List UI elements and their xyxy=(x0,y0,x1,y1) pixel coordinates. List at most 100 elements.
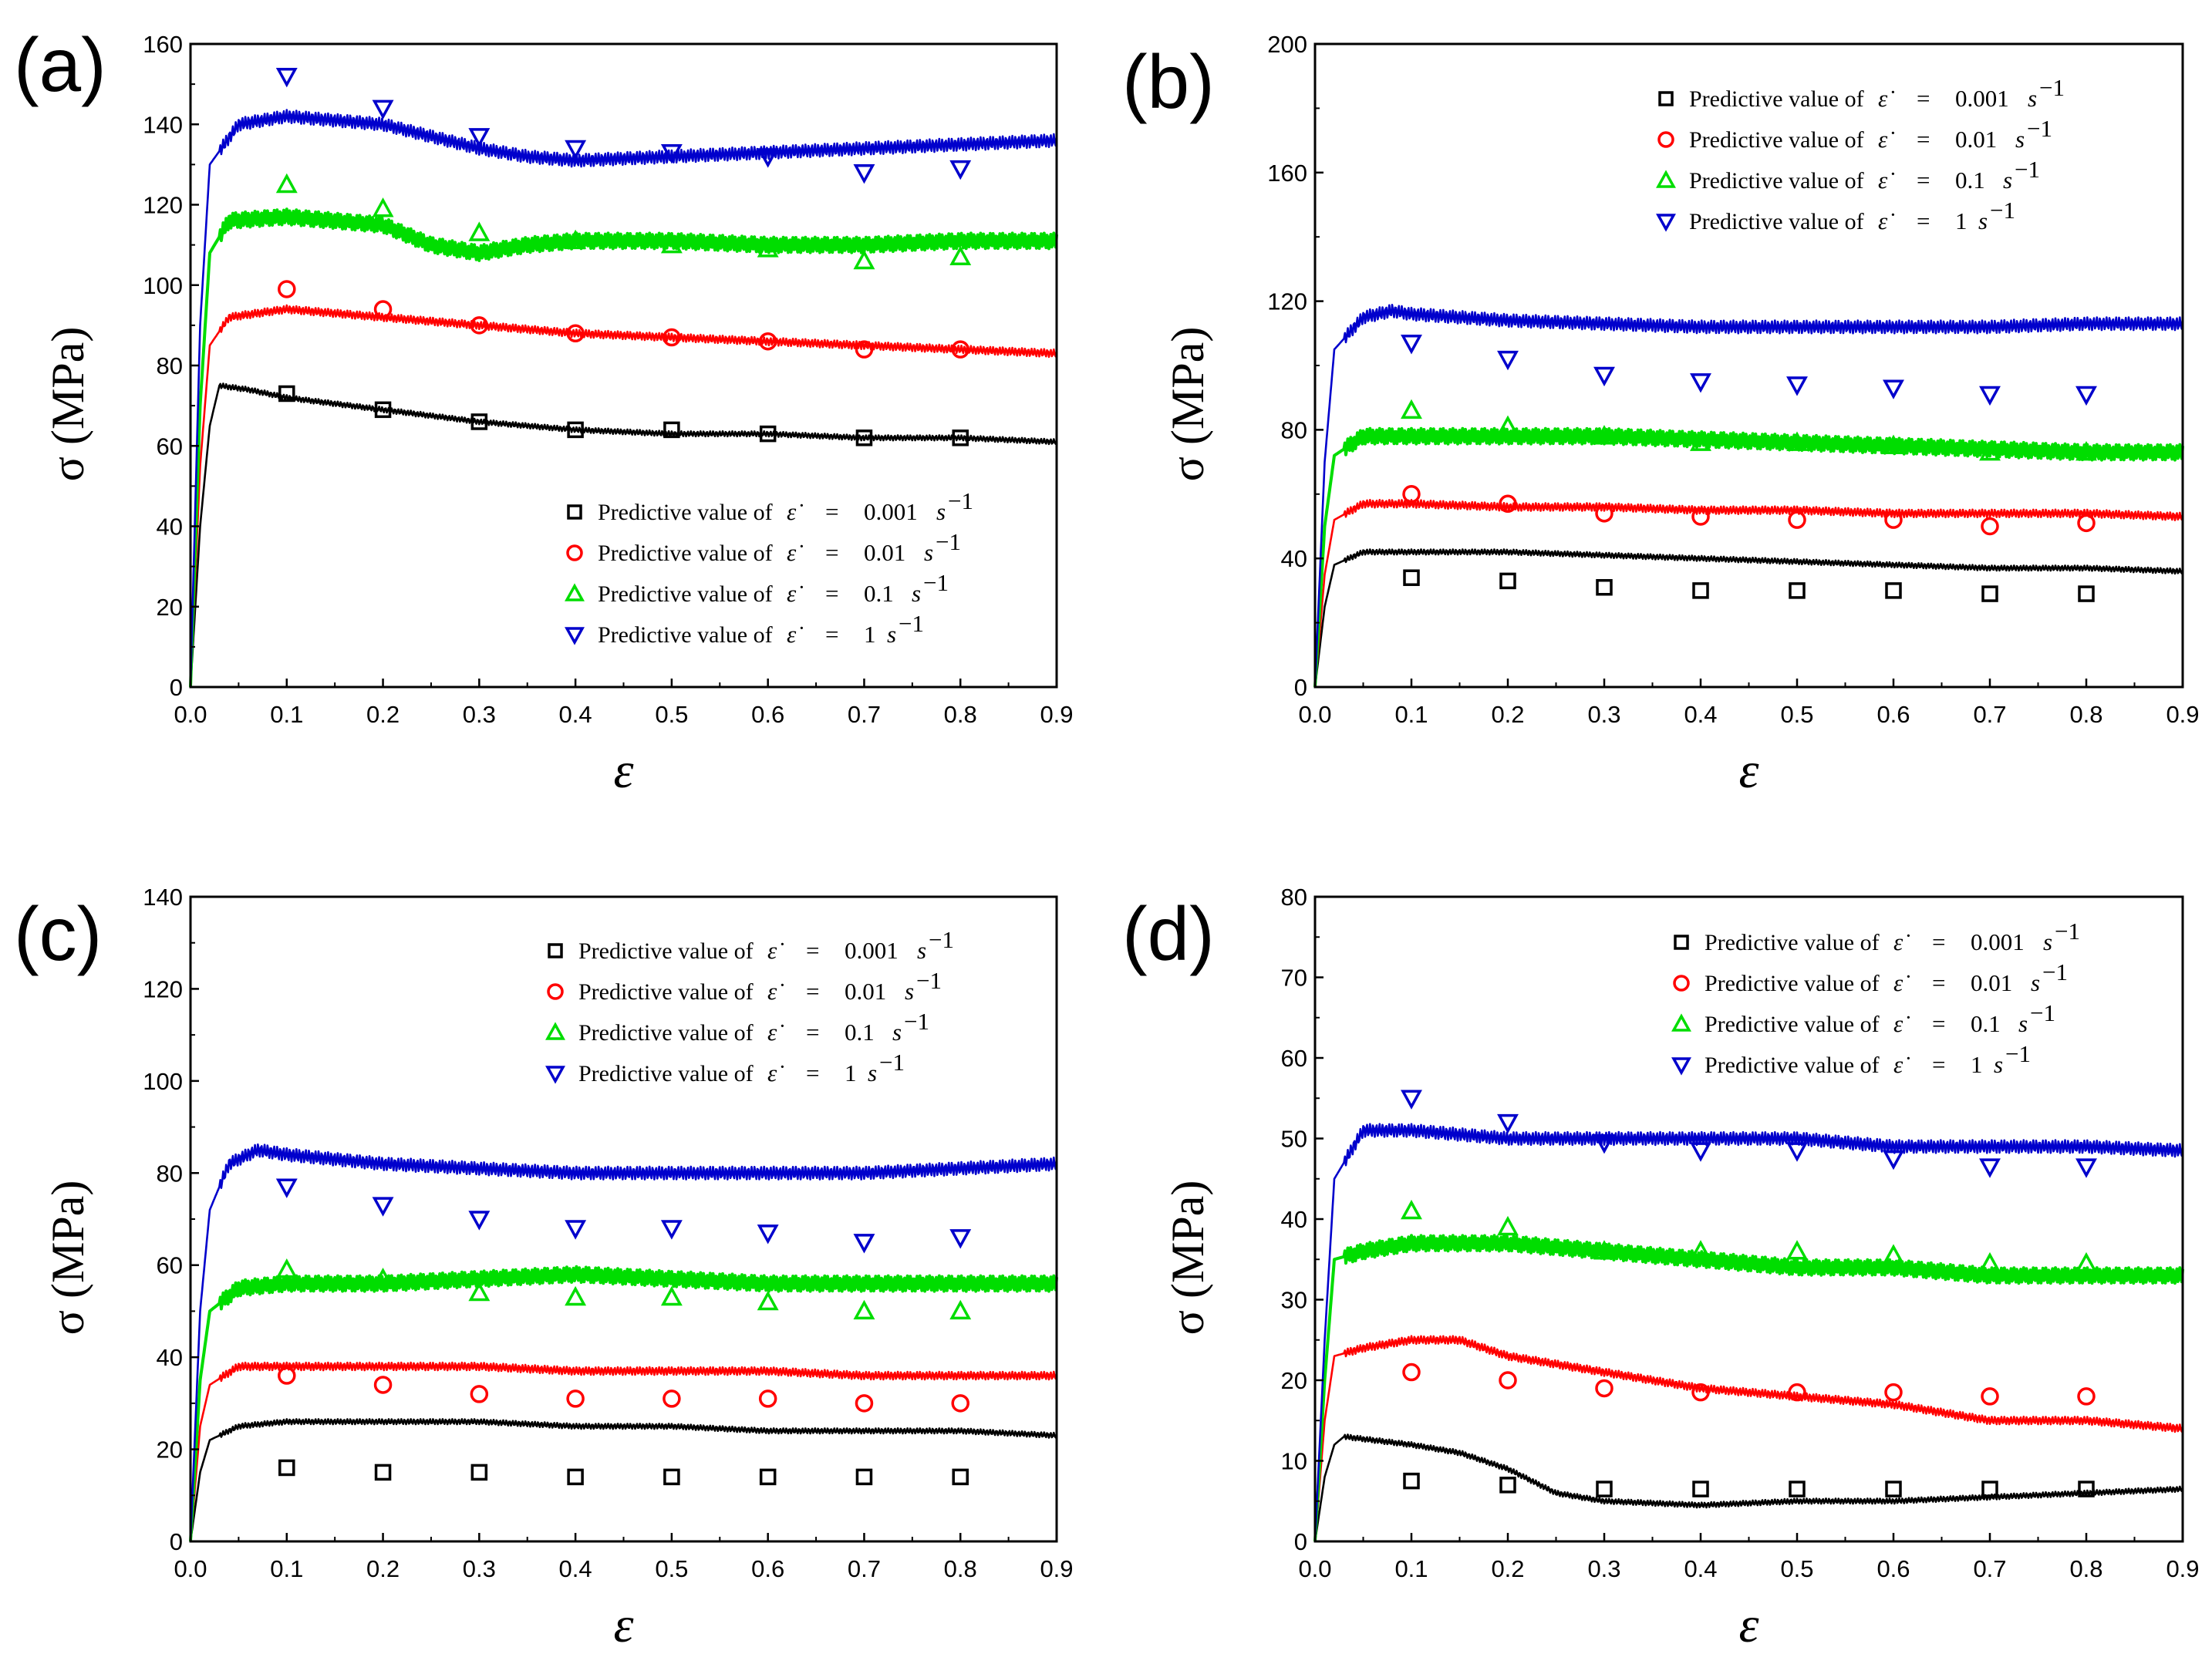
predicted-marker-1 xyxy=(275,1178,298,1198)
x-tick-label: 0.1 xyxy=(1394,701,1428,728)
x-axis-label: ε xyxy=(613,1597,633,1653)
predicted-marker-1 xyxy=(1497,350,1519,371)
legend-unit: s xyxy=(905,978,914,1005)
predicted-marker-0.1 xyxy=(949,1299,972,1320)
legend-rate-value: 1 xyxy=(845,1059,857,1086)
predicted-marker-1 xyxy=(468,128,491,148)
legend-entry-1: Predictive value of ε̇ = 1 s −1 xyxy=(1671,1040,2031,1078)
legend-rate-symbol: ε̇ xyxy=(787,539,803,566)
predicted-marker-0.01 xyxy=(566,324,585,343)
predicted-marker-0.1 xyxy=(757,237,779,258)
legend-marker xyxy=(567,504,582,520)
legend-marker xyxy=(566,544,583,561)
predicted-marker-0.01 xyxy=(951,340,969,359)
y-tick-label: 40 xyxy=(1281,1206,1307,1233)
predicted-marker-0.001 xyxy=(1885,582,1902,599)
legend-label: Predictive value of xyxy=(1705,930,1880,955)
legend-rate-symbol: ε̇ xyxy=(767,1019,784,1046)
x-tick-label: 0.2 xyxy=(366,701,400,728)
predicted-marker-0.001 xyxy=(1692,1480,1709,1497)
legend-rate-symbol: ε̇ xyxy=(767,1059,784,1086)
legend-entry-0.001: Predictive value of ε̇ = 0.001 s −1 xyxy=(1658,74,2065,112)
legend-rate-value: 1 xyxy=(864,621,876,648)
predicted-marker-0.001 xyxy=(759,425,777,443)
legend-unit: s xyxy=(936,498,946,525)
legend-marker xyxy=(1671,1057,1691,1076)
predicted-marker-0.01 xyxy=(1884,1383,1903,1402)
predicted-marker-0.01 xyxy=(855,340,874,359)
x-tick-label: 0.5 xyxy=(1780,1555,1813,1582)
predicted-marker-0.1 xyxy=(565,1285,587,1306)
legend-label: Predictive value of xyxy=(578,1020,754,1046)
predicted-marker-0.001 xyxy=(374,1464,392,1481)
predicted-marker-0.01 xyxy=(758,1389,777,1408)
x-tick-label: 0.7 xyxy=(848,1555,881,1582)
experimental-curve-1 xyxy=(189,1143,1058,1542)
predicted-marker-0.01 xyxy=(1402,1363,1421,1382)
y-tick-label: 40 xyxy=(1281,545,1307,572)
y-tick-label: 120 xyxy=(1267,288,1307,315)
predicted-marker-0.1 xyxy=(275,1258,298,1278)
predicted-marker-0.1 xyxy=(1786,1240,1808,1260)
x-tick-label: 0.6 xyxy=(1876,1555,1910,1582)
predicted-marker-0.01 xyxy=(373,1376,393,1394)
legend-rate-value: 0.01 xyxy=(864,539,905,566)
y-tick-label: 20 xyxy=(1281,1367,1307,1394)
predicted-marker-1 xyxy=(1497,1113,1519,1134)
legend-entry-0.001: Predictive value of ε̇ = 0.001 s −1 xyxy=(548,926,954,964)
predicted-marker-1 xyxy=(1979,386,2001,406)
experimental-curve-0.01 xyxy=(1313,499,2184,688)
predicted-marker-0.001 xyxy=(759,1468,777,1486)
legend-entry-0.1: Predictive value of ε̇ = 0.1 s −1 xyxy=(545,1008,929,1046)
predicted-marker-0.001 xyxy=(2078,1480,2095,1497)
legend-label: Predictive value of xyxy=(1689,209,1864,234)
predicted-marker-0.01 xyxy=(1788,1383,1806,1402)
x-tick-label: 0.4 xyxy=(1684,701,1717,728)
legend-rate-symbol: ε̇ xyxy=(1893,1051,1910,1078)
legend-equals: = xyxy=(825,621,838,648)
predicted-marker-0.1 xyxy=(565,229,587,250)
legend-rate-value: 0.1 xyxy=(845,1019,875,1046)
predicted-marker-0.01 xyxy=(951,1394,969,1413)
predicted-marker-1 xyxy=(949,160,972,180)
legend-equals: = xyxy=(825,580,838,607)
legend-rate-symbol: ε̇ xyxy=(1878,85,1894,112)
legend-unit: s xyxy=(2031,969,2040,996)
legend-unit: s xyxy=(2018,1010,2028,1037)
predicted-marker-0.001 xyxy=(278,385,295,403)
x-tick-label: 0.7 xyxy=(1973,1555,2006,1582)
x-tick-label: 0.7 xyxy=(848,701,881,728)
predicted-marker-1 xyxy=(565,140,587,160)
legend-unit-exponent: −1 xyxy=(916,967,942,994)
predicted-marker-1 xyxy=(1883,379,1904,399)
legend-label: Predictive value of xyxy=(598,581,773,607)
legend-unit-exponent: −1 xyxy=(899,610,924,637)
predicted-marker-0.001 xyxy=(1403,1472,1420,1490)
predicted-marker-0.01 xyxy=(1691,507,1710,526)
panel-label: (d) xyxy=(1122,891,1215,976)
predicted-marker-0.001 xyxy=(1692,582,1709,599)
predicted-marker-0.1 xyxy=(660,233,683,254)
y-tick-label: 100 xyxy=(143,1068,183,1095)
legend-unit: s xyxy=(2015,126,2025,153)
legend-entry-1: Predictive value of ε̇ = 1 s −1 xyxy=(565,610,924,648)
legend-entry-0.01: Predictive value of ε̇ = 0.01 s −1 xyxy=(1657,115,2052,153)
predicted-marker-0.001 xyxy=(1499,572,1516,590)
predicted-marker-0.1 xyxy=(660,1285,683,1306)
legend-entry-0.1: Predictive value of ε̇ = 0.1 s −1 xyxy=(1656,156,2040,194)
legend-marker xyxy=(565,627,585,645)
x-tick-label: 0.7 xyxy=(1973,701,2006,728)
legend-label: Predictive value of xyxy=(598,500,773,525)
x-tick-label: 0.4 xyxy=(559,701,592,728)
experimental-curve-1 xyxy=(189,109,1058,688)
legend-entry-0.01: Predictive value of ε̇ = 0.01 s −1 xyxy=(566,528,961,566)
legend-equals: = xyxy=(1917,85,1930,112)
y-tick-label: 80 xyxy=(1281,416,1307,443)
predicted-marker-0.1 xyxy=(275,173,298,194)
predicted-marker-1 xyxy=(660,143,683,164)
legend-label: Predictive value of xyxy=(578,1061,754,1086)
x-tick-label: 0.1 xyxy=(1394,1555,1428,1582)
predicted-marker-0.01 xyxy=(373,300,393,318)
predicted-marker-0.001 xyxy=(1789,582,1806,599)
predicted-marker-0.1 xyxy=(468,1281,491,1302)
